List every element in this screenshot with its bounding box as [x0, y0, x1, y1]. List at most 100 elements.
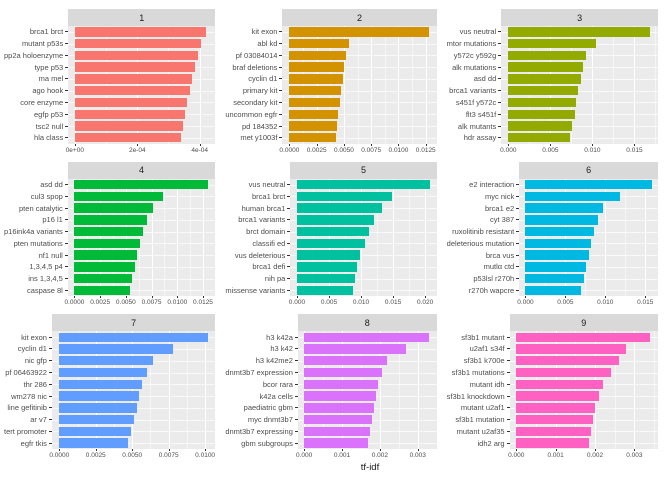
axis-label-x: 0.000: [288, 299, 306, 307]
bar: [525, 191, 620, 201]
gridline-minor: [357, 26, 359, 144]
axis-label-y: p16ink4a variants: [4, 227, 63, 237]
axis-label-x: 0.015: [626, 146, 643, 154]
bar-slot: [297, 355, 437, 367]
y-tick-mark: [516, 195, 520, 197]
x-axis: 0.0000 0.0025 0.0050 0.0075 0.0100 0.0125: [64, 296, 216, 308]
x-tick-mark: [516, 449, 518, 451]
axis-label-x: 0.015: [637, 299, 654, 307]
bar: [296, 238, 365, 249]
y-tick-mark: [287, 231, 291, 233]
bar: [508, 50, 586, 61]
facet-panel: 5 vus neutral brca1 brct human brca1 brca1 v…: [223, 157, 444, 310]
bar-slot: [290, 226, 437, 238]
axis-label-y: tsc2 null: [35, 121, 64, 131]
facet-panel: 2 kit exon abl kd pf 03084014 braf deletions…: [223, 4, 444, 157]
axis-label-y: brca1 variants: [238, 215, 286, 225]
bar: [289, 74, 343, 84]
axis-label-y: asd dd: [40, 180, 63, 190]
y-tick-mark: [294, 360, 298, 362]
bar: [74, 27, 206, 37]
y-tick-mark: [279, 43, 283, 45]
y-tick-mark: [498, 54, 502, 56]
axis-label-y: sf3b1 mutations: [451, 368, 505, 377]
y-tick-mark: [506, 407, 510, 409]
plot-area: [290, 178, 437, 297]
axis-label-x: 0.0100: [167, 299, 188, 307]
bar-slot: [51, 343, 216, 355]
y-label-slot: missense variants: [225, 285, 291, 297]
axis-label-y: deleterious mutation: [446, 238, 515, 248]
y-label-slot: mutlα ctd: [447, 261, 520, 273]
x-tick-mark: [59, 449, 61, 451]
y-label-slot: sf3b1 k700e: [447, 355, 510, 367]
y-tick-mark: [65, 137, 69, 139]
axis-label-y: k42a cells: [259, 391, 293, 401]
axis-label-x: 0.0075: [141, 299, 162, 307]
y-tick-mark: [279, 113, 283, 115]
y-tick-mark: [498, 78, 502, 80]
y-tick-mark: [279, 66, 283, 68]
bar-slot: [501, 97, 658, 109]
y-tick-mark: [516, 231, 520, 233]
y-tick-mark: [279, 125, 283, 127]
bar-slot: [501, 108, 658, 120]
axis-label-y: mutant u2af35: [456, 426, 505, 436]
y-label-slot: brca vus: [447, 249, 520, 261]
bars: [509, 331, 658, 449]
facet-title: 3: [577, 12, 583, 23]
bars: [51, 331, 216, 449]
axis-label-y: core enzyme: [20, 97, 64, 107]
y-tick-mark: [294, 395, 298, 397]
y-label-slot: egfr tkis: [4, 437, 52, 449]
bar-slot: [290, 249, 437, 261]
axis-label-x: 0.000: [508, 452, 525, 459]
gridline-minor: [150, 331, 152, 449]
axis-label-y: met y1003f: [240, 133, 278, 143]
axis-label-y: gbm subgroups: [241, 438, 293, 448]
bar-slot: [519, 237, 658, 249]
x-tick-mark: [525, 296, 527, 299]
y-tick-mark: [506, 372, 510, 373]
axis-label-y: line gefitinib: [7, 403, 47, 413]
bar-slot: [509, 331, 658, 343]
y-label-slot: pd 184352: [225, 120, 283, 132]
axis-label-x: 0.0000: [279, 146, 300, 154]
bar-slot: [501, 26, 658, 38]
axis-label-x: 0.015: [384, 299, 402, 307]
axis-label-x: 0.0025: [85, 452, 106, 459]
axis-label-x: 0.010: [584, 146, 601, 154]
y-tick-mark: [506, 430, 510, 432]
bar: [516, 414, 594, 425]
axis-label-y: ago hook: [32, 86, 64, 96]
y-axis-labels: vus neutral mtor mutations y572c y592g alk …: [447, 26, 502, 144]
y-tick-mark: [498, 43, 502, 45]
bar: [289, 38, 350, 49]
y-tick-mark: [65, 78, 69, 80]
facet-strip: 3: [501, 9, 658, 26]
bar-slot: [282, 85, 437, 97]
y-tick-mark: [506, 442, 510, 444]
y-tick-mark: [498, 31, 502, 33]
axis-label-y: sf3b1 mutation: [455, 415, 505, 425]
bar-slot: [509, 367, 658, 379]
axis-label-y: brca1 brct: [29, 27, 64, 37]
axis-label-y: mtor mutations: [446, 39, 497, 49]
x-tick-mark: [151, 296, 153, 299]
y-label-slot: h3 k42: [225, 343, 298, 355]
x-tick-mark: [132, 449, 134, 451]
gridline-minor: [614, 331, 616, 449]
bar: [74, 250, 138, 260]
bar-slot: [51, 402, 216, 414]
axis-label-y: alk mutations: [452, 62, 497, 72]
bar-slot: [297, 425, 437, 437]
y-tick-mark: [48, 395, 52, 397]
y-tick-mark: [65, 101, 69, 103]
plot-area: [67, 178, 216, 297]
bar-slot: [67, 273, 216, 285]
bar-slot: [519, 273, 658, 285]
y-tick-mark: [294, 372, 298, 373]
x-axis: 0.000 0.005 0.010 0.015: [500, 143, 658, 156]
axis-label-y: brca1 e2: [485, 203, 515, 213]
axis-label-y: p53lsl r270h: [473, 274, 515, 284]
